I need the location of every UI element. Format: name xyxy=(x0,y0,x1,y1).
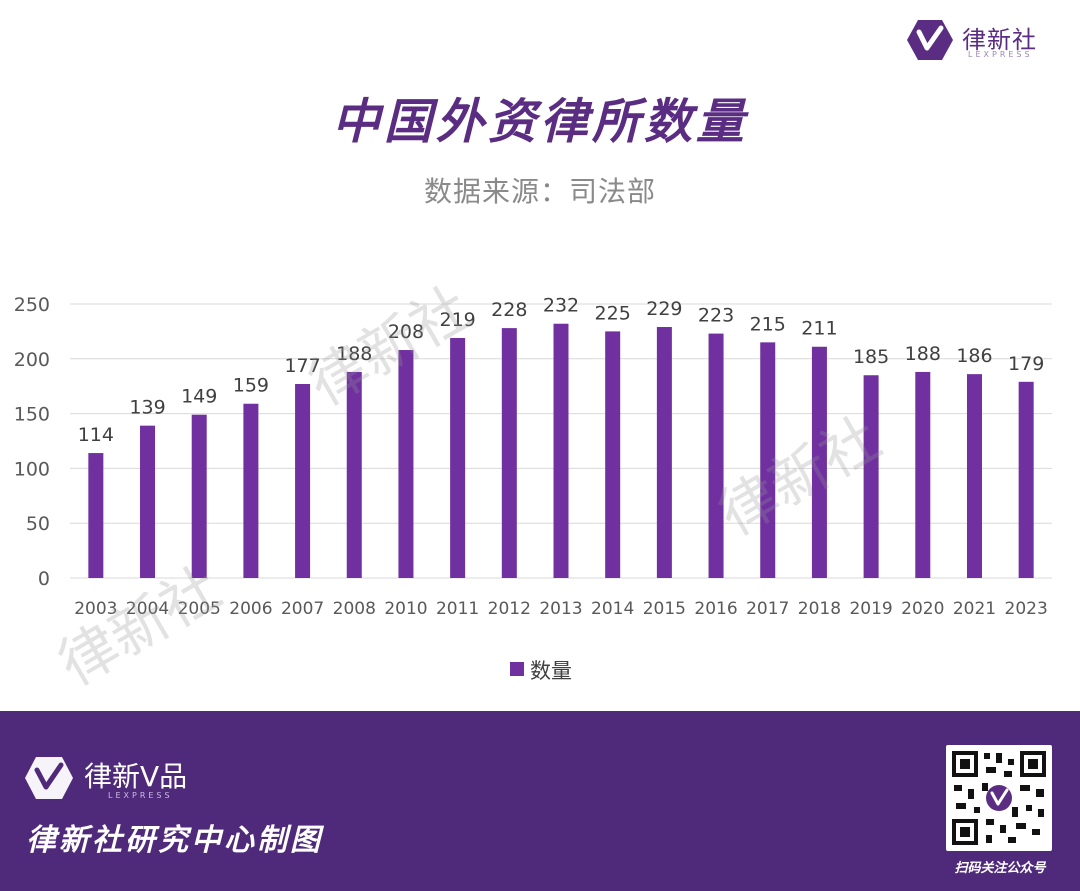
bar xyxy=(966,374,982,578)
data-label: 208 xyxy=(388,321,424,343)
bar xyxy=(501,328,517,578)
x-tick-label: 2012 xyxy=(488,599,531,619)
x-tick-label: 2023 xyxy=(1005,599,1048,619)
data-label: 211 xyxy=(801,318,837,340)
data-label: 223 xyxy=(698,305,734,327)
qr-label: 扫码关注公众号 xyxy=(954,861,1046,876)
data-label: 225 xyxy=(595,302,631,324)
bar xyxy=(140,425,156,578)
x-tick-label: 2008 xyxy=(333,599,376,619)
data-label: 177 xyxy=(284,355,320,377)
bar xyxy=(811,346,827,578)
x-tick-label: 2007 xyxy=(281,599,324,619)
y-tick-label: 100 xyxy=(14,458,50,480)
lexpress-logo-icon xyxy=(25,757,73,799)
legend-swatch xyxy=(510,662,524,676)
x-tick-label: 2014 xyxy=(591,599,634,619)
x-tick-label: 2015 xyxy=(643,599,686,619)
brand-sub: LEXPRESS xyxy=(968,50,1033,59)
data-label: 186 xyxy=(956,345,992,367)
y-tick-label: 0 xyxy=(38,568,50,590)
x-tick-label: 2016 xyxy=(694,599,737,619)
bar xyxy=(346,371,362,578)
qr-code[interactable] xyxy=(946,745,1052,851)
x-tick-label: 2010 xyxy=(384,599,427,619)
data-label: 139 xyxy=(129,397,165,419)
footer: 律新V品 LEXPRESS 律新社研究中心制图 扫码关注公众号 xyxy=(0,711,1080,891)
x-tick-label: 2020 xyxy=(901,599,944,619)
footer-brand: 律新V品 xyxy=(84,760,188,793)
chart-subtitle: 数据来源：司法部 xyxy=(423,175,656,208)
data-label: 219 xyxy=(439,309,475,331)
data-label: 232 xyxy=(543,295,579,317)
data-label: 188 xyxy=(336,343,372,365)
x-tick-label: 2011 xyxy=(436,599,479,619)
bar xyxy=(760,342,776,578)
bar xyxy=(398,350,414,578)
data-label: 149 xyxy=(181,386,217,408)
x-tick-label: 2004 xyxy=(126,599,169,619)
data-label: 179 xyxy=(1008,353,1044,375)
footer-credit: 律新社研究中心制图 xyxy=(26,823,323,858)
data-label: 159 xyxy=(233,375,269,397)
y-tick-label: 250 xyxy=(14,294,50,316)
bar xyxy=(708,333,724,578)
x-tick-label: 2021 xyxy=(953,599,996,619)
data-label: 229 xyxy=(646,298,682,320)
bar xyxy=(450,337,466,578)
x-tick-label: 2019 xyxy=(849,599,892,619)
legend-label: 数量 xyxy=(530,659,572,683)
data-label: 188 xyxy=(905,343,941,365)
bar xyxy=(243,403,259,578)
x-tick-label: 2013 xyxy=(539,599,582,619)
x-tick-label: 2005 xyxy=(178,599,221,619)
x-tick-label: 2017 xyxy=(746,599,789,619)
bar xyxy=(553,323,569,578)
data-label: 228 xyxy=(491,299,527,321)
brand-logo: 律新社 LEXPRESS xyxy=(906,18,1056,62)
bar xyxy=(656,327,672,578)
bar xyxy=(1018,381,1034,578)
bar-chart: 0 50 100 150 200 250 114 2003 139 2004 149 2005 159 2… xyxy=(14,294,1052,683)
data-label: 215 xyxy=(750,313,786,335)
y-tick-label: 150 xyxy=(14,404,50,426)
bar xyxy=(863,375,879,578)
brand-name: 律新社 xyxy=(962,26,1037,54)
data-label: 185 xyxy=(853,346,889,368)
bar xyxy=(295,384,311,578)
footer-brand-sub: LEXPRESS xyxy=(108,791,173,800)
bar xyxy=(915,371,931,578)
lexpress-logo-icon xyxy=(907,20,953,60)
x-tick-label: 2018 xyxy=(798,599,841,619)
bar xyxy=(88,453,104,578)
x-tick-label: 2003 xyxy=(74,599,117,619)
x-tick-label: 2006 xyxy=(229,599,272,619)
y-tick-label: 200 xyxy=(14,349,50,371)
chart-title: 中国外资律所数量 xyxy=(331,94,748,150)
bar xyxy=(605,331,621,578)
qr-code-icon xyxy=(952,751,1046,845)
data-label: 114 xyxy=(78,424,114,446)
bar xyxy=(191,414,207,578)
y-tick-label: 50 xyxy=(26,513,50,535)
